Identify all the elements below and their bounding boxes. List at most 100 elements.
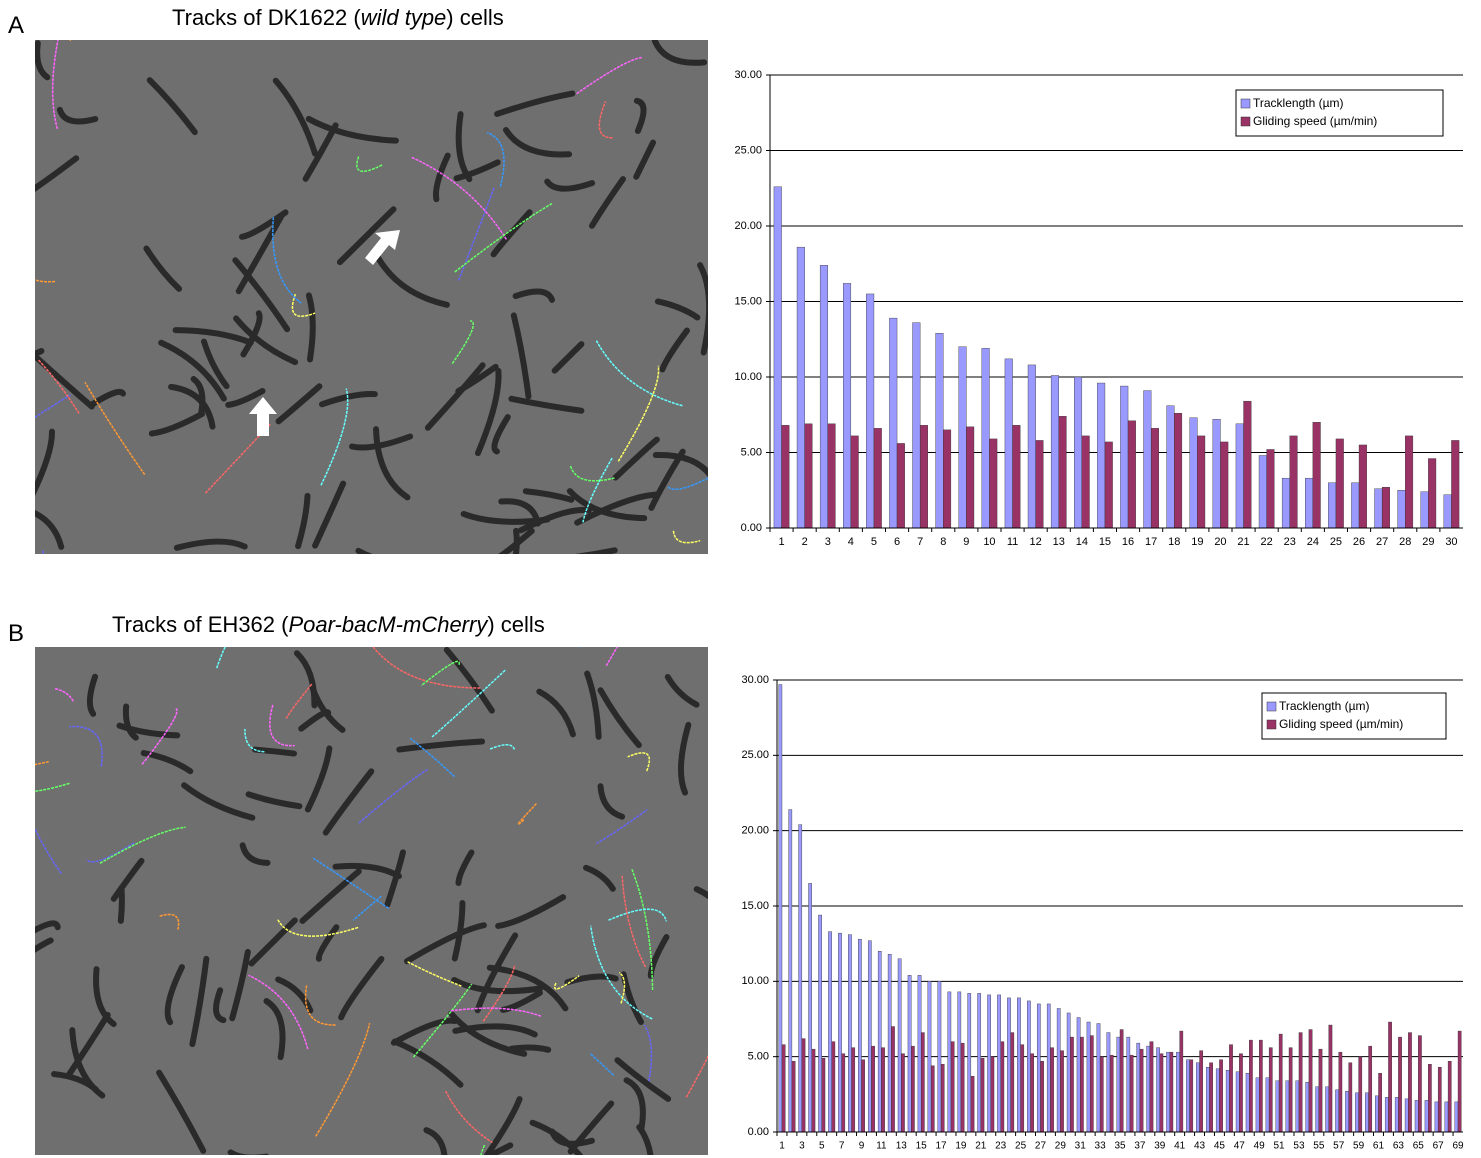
bar	[1348, 1062, 1353, 1133]
bar	[1378, 1073, 1382, 1133]
cell-rod	[315, 924, 340, 962]
bar	[930, 1065, 935, 1133]
bar	[927, 981, 932, 1133]
bar	[818, 914, 822, 1133]
bar	[980, 1057, 985, 1133]
bar	[1266, 449, 1275, 529]
bar	[1136, 1042, 1141, 1133]
cell-rod	[35, 354, 95, 410]
cell-track	[37, 359, 80, 414]
cell-rod	[338, 955, 385, 1021]
x-tick-label: 13	[1053, 536, 1065, 548]
bar	[1405, 435, 1414, 529]
bar	[1146, 1045, 1151, 1133]
cell-rod	[614, 1057, 672, 1102]
cell-rod	[597, 783, 626, 820]
cell-track	[216, 647, 226, 669]
panel-title: Tracks of DK1622 (wild type) cells	[172, 5, 504, 31]
cell-rod	[648, 448, 686, 511]
cell-rod	[35, 920, 61, 934]
bar	[851, 1047, 856, 1133]
bar	[1050, 1047, 1054, 1133]
cell-rod	[652, 452, 708, 478]
x-tick-label: 28	[1399, 536, 1411, 548]
cell-rod	[423, 1127, 448, 1155]
panel-title: Tracks of EH362 (Poar-bacM-mCherry) cell…	[112, 612, 545, 638]
bar	[1355, 1092, 1359, 1133]
bar	[1424, 1100, 1429, 1133]
x-tick-label: 69	[1452, 1141, 1464, 1152]
cell-rod	[495, 894, 567, 929]
x-tick-label: 47	[1234, 1141, 1246, 1152]
x-tick-label: 15	[1099, 536, 1111, 548]
x-tick-label: 43	[1194, 1141, 1206, 1152]
bar	[1000, 1041, 1005, 1133]
cell-track	[285, 682, 313, 719]
x-tick-label: 23	[995, 1141, 1007, 1152]
cell-rod	[146, 77, 198, 136]
cell-rod	[517, 507, 592, 534]
cell-rod	[474, 932, 519, 1014]
bar	[1109, 1054, 1114, 1133]
cell-track	[431, 668, 507, 738]
cell-track	[589, 925, 653, 1020]
cell-track	[453, 202, 553, 274]
cell-rod	[483, 1096, 523, 1155]
bar	[873, 428, 882, 529]
cell-rod	[295, 492, 311, 550]
x-tick-label: 14	[1076, 536, 1088, 548]
cell-track	[598, 101, 613, 139]
cell-rod	[584, 670, 602, 740]
bar	[1345, 1091, 1349, 1133]
cell-rod	[455, 849, 475, 886]
legend-label: Tracklength (µm)	[1253, 96, 1344, 110]
x-tick-label: 35	[1114, 1141, 1126, 1152]
bar	[1166, 405, 1175, 529]
micrograph	[35, 40, 708, 554]
bar	[1434, 1101, 1439, 1133]
bar	[1258, 1039, 1263, 1133]
bar	[1143, 390, 1152, 529]
bar	[1056, 1008, 1061, 1133]
cell-rod	[172, 327, 254, 346]
bar	[1295, 1080, 1300, 1133]
bar	[958, 346, 967, 529]
cell-rod	[322, 768, 375, 836]
cell-rod	[486, 964, 569, 1012]
cell-rod	[494, 90, 576, 117]
cell-rod	[312, 480, 347, 549]
bar	[1229, 1044, 1233, 1133]
cell-track	[244, 728, 265, 753]
x-tick-label: 3	[799, 1141, 805, 1152]
bar	[796, 246, 805, 529]
cell-rod	[89, 388, 127, 408]
x-tick-label: 59	[1353, 1141, 1365, 1152]
cell-track	[291, 293, 316, 317]
bar	[1375, 1095, 1379, 1133]
cell-rod	[235, 213, 284, 295]
x-tick-label: 33	[1095, 1141, 1107, 1152]
cell-rod	[190, 376, 206, 416]
x-tick-label: 57	[1333, 1141, 1345, 1152]
bar	[1265, 1077, 1270, 1133]
x-tick-label: 65	[1413, 1141, 1425, 1152]
bar	[1368, 1045, 1373, 1133]
x-tick-label: 55	[1313, 1141, 1325, 1152]
bar	[896, 443, 905, 529]
cell-track	[576, 56, 643, 95]
cell-rod	[623, 1077, 646, 1133]
title-part: ) cells	[487, 612, 545, 637]
y-tick-label: 10.00	[741, 975, 769, 987]
bar	[990, 1056, 995, 1133]
cell-track	[320, 388, 349, 486]
arrow	[249, 397, 277, 436]
legend-swatch	[1266, 719, 1277, 730]
bar	[821, 1057, 826, 1133]
bar	[1328, 1024, 1333, 1133]
cell-rod	[299, 868, 362, 924]
x-tick-label: 7	[839, 1141, 845, 1152]
bar	[1212, 419, 1221, 529]
cell-rod	[491, 414, 511, 455]
bar	[1060, 1050, 1064, 1133]
